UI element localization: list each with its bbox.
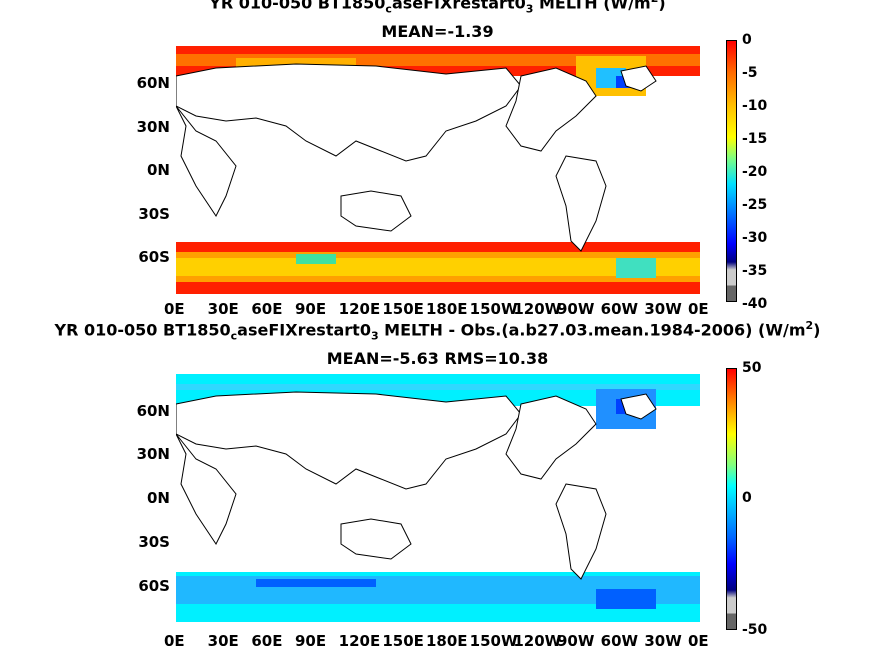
panel1-xtick: 30E [207,300,239,318]
panel2-map [176,374,700,622]
panel1-cbar-tick: -5 [742,65,758,81]
panel1-cbar-tick: 0 [742,32,752,48]
panel2-xtick: 120W [513,632,562,650]
panel1-subtitle: MEAN=-1.39 [381,22,494,41]
panel1-xtick: 60W [600,300,639,318]
panel1-cbar-tick: -35 [742,263,768,279]
panel1-cbar-tick: -40 [742,296,768,312]
panel2-ytick: 0N [147,489,170,507]
panel1-ytick: 60N [136,74,170,92]
panel2-xtick: 180E [426,632,468,650]
panel1-cbar-tick: -30 [742,230,768,246]
panel1-xtick: 90W [557,300,595,318]
panel1-xtick: 0E [164,300,185,318]
panel2-cbar-tick-mid: 0 [742,490,752,506]
panel2-xtick: 30W [644,632,682,650]
panel2-xtick: 90W [557,632,595,650]
panel2-ytick: 60N [136,402,170,420]
panel1-ytick: 0N [147,161,170,179]
panel1-xtick: 180E [426,300,468,318]
panel2-xtick: 60W [600,632,639,650]
panel2-xtick: 30E [207,632,239,650]
panel1-xtick: 90E [295,300,327,318]
panel1-xtick: 120E [338,300,381,318]
panel2-cbar-tick-top: 50 [742,360,762,376]
panel2-xtick: 150W [469,632,518,650]
panel2-ytick: 60S [138,577,170,595]
panel1-cbar-tick: -25 [742,197,768,213]
panel1-xtick: 60E [251,300,283,318]
panel1-cbar-tick: -10 [742,98,768,114]
panel2-ytick: 30S [138,533,170,551]
panel1-ytick: 30S [138,205,170,223]
panel1-title: YR 010-050 BT1850caseFIXrestart03 MELTH … [209,0,666,16]
panel1-xtick: 150W [469,300,518,318]
panel2-colorbar [726,368,737,630]
panel2-cbar-tick-bottom: -50 [742,622,768,638]
panel2-xtick: 90E [295,632,327,650]
panel1-xtick: 150E [382,300,424,318]
panel2-title: YR 010-050 BT1850caseFIXrestart03 MELTH … [54,319,821,343]
panel2-xtick: 120E [338,632,381,650]
panel2-xtick: 0E [688,632,709,650]
panel1-xtick: 120W [513,300,562,318]
panel1-colorbar [726,40,737,302]
panel1-cbar-tick: -20 [742,164,768,180]
panel1-cbar-tick: -15 [742,131,768,147]
panel1-xtick: 30W [644,300,682,318]
panel1-xtick: 0E [688,300,709,318]
panel1-ytick: 60S [138,248,170,266]
panel1-map [176,46,700,294]
panel2-xtick: 60E [251,632,283,650]
panel2-xtick: 150E [382,632,424,650]
panel2-ytick: 30N [136,445,170,463]
panel1-ytick: 30N [136,118,170,136]
panel2-subtitle: MEAN=-5.63 RMS=10.38 [326,349,549,368]
panel2-xtick: 0E [164,632,185,650]
